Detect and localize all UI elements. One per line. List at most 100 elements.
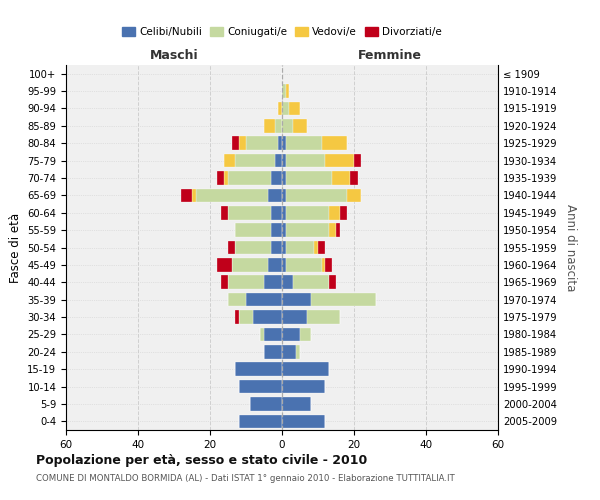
Bar bbox=[325, 154, 354, 168]
Bar bbox=[293, 119, 307, 132]
Bar bbox=[296, 345, 300, 358]
Bar bbox=[329, 206, 340, 220]
Bar bbox=[228, 293, 246, 306]
Bar bbox=[224, 154, 235, 168]
Bar bbox=[286, 154, 325, 168]
Bar bbox=[282, 258, 286, 272]
Bar bbox=[282, 362, 329, 376]
Bar bbox=[282, 136, 286, 150]
Bar bbox=[271, 206, 282, 220]
Bar bbox=[278, 136, 282, 150]
Bar bbox=[322, 258, 325, 272]
Bar bbox=[286, 136, 322, 150]
Bar bbox=[350, 171, 358, 185]
Bar bbox=[282, 414, 325, 428]
Bar bbox=[264, 345, 282, 358]
Bar bbox=[246, 136, 278, 150]
Bar bbox=[271, 171, 282, 185]
Bar bbox=[318, 240, 325, 254]
Bar bbox=[286, 84, 289, 98]
Bar bbox=[282, 380, 325, 394]
Bar bbox=[221, 276, 228, 289]
Bar bbox=[332, 171, 350, 185]
Bar bbox=[314, 240, 318, 254]
Bar bbox=[235, 224, 271, 237]
Bar bbox=[264, 119, 275, 132]
Bar bbox=[278, 102, 282, 115]
Bar bbox=[271, 224, 282, 237]
Bar bbox=[246, 293, 282, 306]
Bar bbox=[282, 345, 296, 358]
Bar bbox=[253, 310, 282, 324]
Bar bbox=[196, 188, 268, 202]
Bar bbox=[293, 276, 329, 289]
Bar bbox=[181, 188, 192, 202]
Bar bbox=[282, 119, 293, 132]
Bar bbox=[217, 171, 224, 185]
Bar bbox=[282, 84, 286, 98]
Bar bbox=[347, 188, 361, 202]
Bar bbox=[228, 206, 271, 220]
Bar bbox=[329, 276, 336, 289]
Bar bbox=[282, 206, 286, 220]
Bar bbox=[228, 171, 271, 185]
Bar bbox=[286, 188, 347, 202]
Bar bbox=[325, 258, 332, 272]
Bar bbox=[286, 206, 329, 220]
Bar bbox=[250, 397, 282, 410]
Bar bbox=[239, 136, 246, 150]
Bar bbox=[282, 328, 300, 341]
Bar bbox=[239, 414, 282, 428]
Bar bbox=[235, 240, 271, 254]
Bar bbox=[336, 224, 340, 237]
Text: Maschi: Maschi bbox=[149, 50, 199, 62]
Bar bbox=[224, 171, 228, 185]
Bar bbox=[329, 224, 336, 237]
Bar bbox=[221, 206, 228, 220]
Bar bbox=[322, 136, 347, 150]
Bar bbox=[228, 240, 235, 254]
Bar bbox=[232, 258, 268, 272]
Bar bbox=[282, 224, 286, 237]
Bar bbox=[282, 240, 286, 254]
Bar bbox=[228, 276, 264, 289]
Bar bbox=[282, 188, 286, 202]
Bar bbox=[239, 310, 253, 324]
Text: COMUNE DI MONTALDO BORMIDA (AL) - Dati ISTAT 1° gennaio 2010 - Elaborazione TUTT: COMUNE DI MONTALDO BORMIDA (AL) - Dati I… bbox=[36, 474, 455, 483]
Bar bbox=[260, 328, 264, 341]
Bar bbox=[268, 188, 282, 202]
Bar bbox=[275, 119, 282, 132]
Bar bbox=[268, 258, 282, 272]
Bar bbox=[264, 328, 282, 341]
Bar bbox=[307, 310, 340, 324]
Bar bbox=[286, 240, 314, 254]
Bar bbox=[282, 154, 286, 168]
Text: Popolazione per età, sesso e stato civile - 2010: Popolazione per età, sesso e stato civil… bbox=[36, 454, 367, 467]
Bar bbox=[289, 102, 300, 115]
Bar bbox=[286, 224, 329, 237]
Bar bbox=[271, 240, 282, 254]
Bar bbox=[217, 258, 232, 272]
Bar bbox=[275, 154, 282, 168]
Bar bbox=[235, 310, 239, 324]
Bar bbox=[192, 188, 196, 202]
Bar bbox=[286, 258, 322, 272]
Bar bbox=[282, 102, 289, 115]
Bar bbox=[354, 154, 361, 168]
Text: Femmine: Femmine bbox=[358, 50, 422, 62]
Bar bbox=[340, 206, 347, 220]
Legend: Celibi/Nubili, Coniugati/e, Vedovi/e, Divorziati/e: Celibi/Nubili, Coniugati/e, Vedovi/e, Di… bbox=[118, 23, 446, 42]
Bar bbox=[235, 154, 275, 168]
Bar bbox=[282, 293, 311, 306]
Bar bbox=[282, 276, 293, 289]
Bar bbox=[232, 136, 239, 150]
Bar bbox=[282, 397, 311, 410]
Y-axis label: Fasce di età: Fasce di età bbox=[8, 212, 22, 282]
Bar bbox=[286, 171, 332, 185]
Bar bbox=[264, 276, 282, 289]
Bar bbox=[282, 310, 307, 324]
Bar bbox=[239, 380, 282, 394]
Y-axis label: Anni di nascita: Anni di nascita bbox=[564, 204, 577, 291]
Bar bbox=[282, 171, 286, 185]
Bar bbox=[311, 293, 376, 306]
